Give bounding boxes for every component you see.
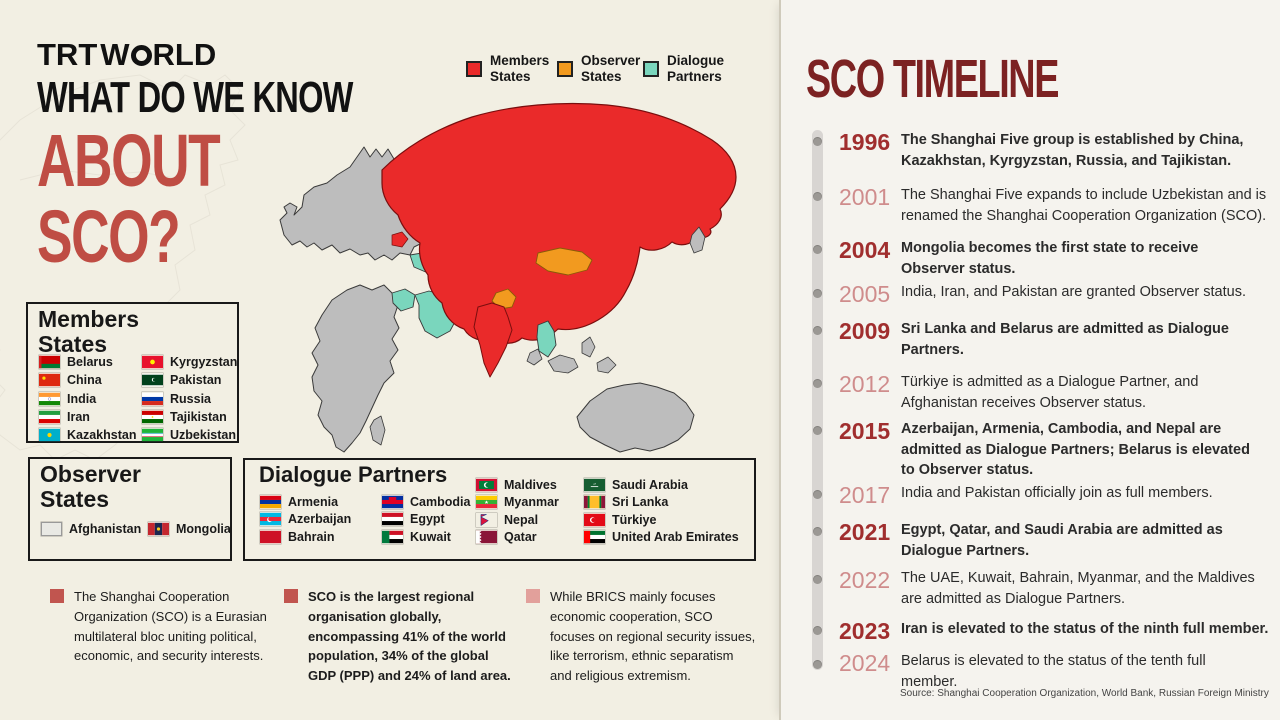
svg-text:الله: الله [593, 482, 596, 485]
